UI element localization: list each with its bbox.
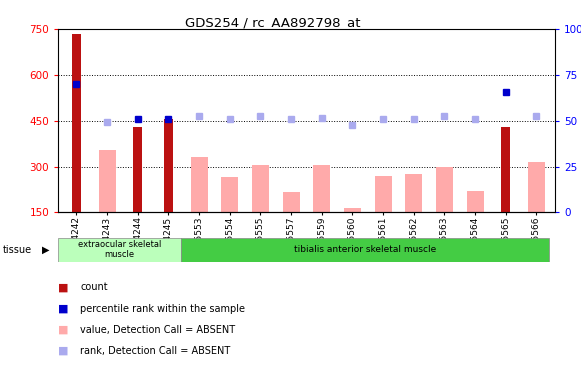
Text: tissue: tissue [3, 244, 32, 255]
Bar [467, 191, 483, 212]
Bar [344, 208, 361, 212]
Text: ■: ■ [58, 346, 69, 356]
Bar [58, 238, 181, 262]
Text: count: count [80, 282, 108, 292]
Bar [99, 150, 116, 212]
Text: ■: ■ [58, 282, 69, 292]
Text: value, Detection Call = ABSENT: value, Detection Call = ABSENT [80, 325, 235, 335]
Bar [375, 176, 392, 212]
Text: ▶: ▶ [42, 244, 49, 255]
Bar [283, 193, 300, 212]
Text: ■: ■ [58, 325, 69, 335]
Bar [181, 238, 548, 262]
Text: rank, Detection Call = ABSENT: rank, Detection Call = ABSENT [80, 346, 231, 356]
Bar [528, 162, 545, 212]
Bar [313, 165, 330, 212]
Bar [406, 174, 422, 212]
Text: GDS254 / rc_AA892798_at: GDS254 / rc_AA892798_at [185, 16, 361, 30]
Bar [252, 165, 269, 212]
Bar [164, 119, 173, 212]
Bar [221, 177, 238, 212]
Bar [133, 127, 142, 212]
Text: ■: ■ [58, 303, 69, 314]
Text: extraocular skeletal
muscle: extraocular skeletal muscle [78, 240, 161, 259]
Text: percentile rank within the sample: percentile rank within the sample [80, 303, 245, 314]
Bar [436, 167, 453, 212]
Bar [191, 157, 207, 212]
Text: tibialis anterior skeletal muscle: tibialis anterior skeletal muscle [293, 245, 436, 254]
Bar [72, 34, 81, 212]
Bar [501, 127, 510, 212]
